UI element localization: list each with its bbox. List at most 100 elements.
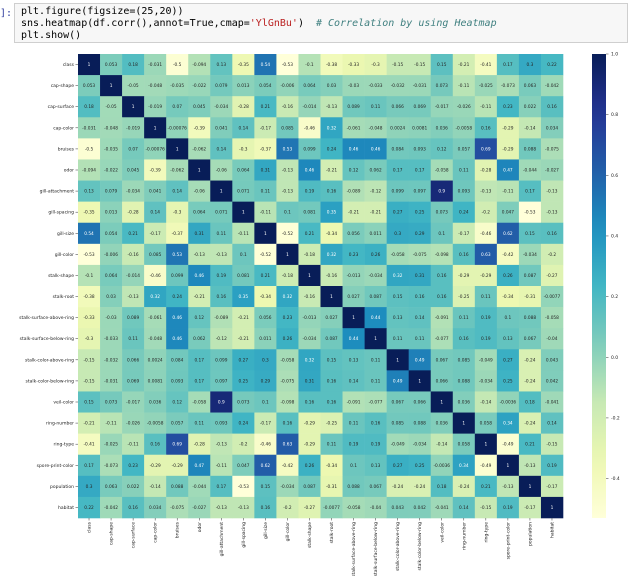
heatmap-cell bbox=[518, 75, 542, 97]
cell-annotation: -0.042 bbox=[545, 83, 559, 89]
cell-annotation: 0.16 bbox=[327, 378, 337, 384]
cell-annotation: -0.048 bbox=[369, 125, 383, 131]
cell-annotation: -0.21 bbox=[326, 168, 337, 174]
heatmap-cell bbox=[540, 412, 564, 434]
heatmap-cell bbox=[276, 138, 299, 160]
cell-annotation: -0.073 bbox=[104, 463, 118, 469]
cell-annotation: 0.036 bbox=[149, 400, 162, 406]
cell-annotation: -0.075 bbox=[170, 505, 184, 511]
heatmap-cell bbox=[122, 349, 145, 371]
cell-annotation: 0.16 bbox=[481, 125, 491, 131]
cell-annotation: 0.097 bbox=[215, 378, 228, 384]
cell-annotation: 0.03 bbox=[327, 83, 337, 89]
heatmap-cell bbox=[342, 243, 365, 266]
x-tick-label: class bbox=[87, 521, 93, 533]
cell-annotation: -0.27 bbox=[304, 505, 315, 511]
cell-annotation: 0.058 bbox=[480, 421, 493, 427]
cell-annotation: 0.49 bbox=[415, 357, 425, 363]
heatmap-cell bbox=[452, 433, 476, 456]
heatmap-cell bbox=[254, 75, 277, 97]
cell-annotation: 1 bbox=[440, 400, 443, 406]
cell-annotation: 0.034 bbox=[546, 125, 559, 131]
cell-annotation: 0.27 bbox=[503, 357, 513, 363]
heatmap-cell bbox=[144, 496, 167, 519]
heatmap-cell bbox=[452, 454, 476, 477]
y-tick-label: ring-type bbox=[54, 442, 75, 448]
heatmap-cell bbox=[144, 201, 167, 224]
heatmap-cell bbox=[232, 138, 255, 160]
cell-annotation: 0.46 bbox=[172, 315, 182, 321]
cell-annotation: -0.014 bbox=[126, 273, 140, 279]
heatmap-cell bbox=[408, 222, 432, 245]
cell-annotation: -0.13 bbox=[194, 252, 205, 258]
cell-annotation: -0.38 bbox=[326, 62, 337, 68]
heatmap-cell bbox=[298, 328, 321, 350]
heatmap-cell bbox=[518, 222, 542, 245]
x-tick-label: stalk-surface-above-ring bbox=[351, 522, 357, 576]
cell-annotation: 1 bbox=[418, 378, 421, 384]
cell-annotation: -0.061 bbox=[347, 125, 361, 131]
heatmap-cell bbox=[386, 243, 409, 266]
cell-annotation: -0.17 bbox=[524, 505, 535, 511]
heatmap-cell bbox=[496, 75, 520, 97]
cell-annotation: -0.2 bbox=[548, 252, 557, 258]
cell-annotation: -0.032 bbox=[104, 357, 118, 363]
cell-annotation: 0.11 bbox=[371, 104, 381, 110]
cell-annotation: 0.053 bbox=[83, 83, 96, 89]
cell-annotation: 0.084 bbox=[171, 357, 184, 363]
heatmap-cell bbox=[540, 75, 564, 97]
heatmap-cell bbox=[364, 264, 387, 287]
cell-annotation: -0.13 bbox=[282, 168, 293, 174]
x-tick-label: veil-color bbox=[439, 522, 445, 543]
cell-annotation: 0.19 bbox=[217, 273, 227, 279]
cell-annotation: 0.11 bbox=[415, 336, 425, 342]
cell-annotation: -0.24 bbox=[458, 484, 469, 490]
cell-annotation: 0.0024 bbox=[148, 357, 163, 363]
x-tick-label: cap-color bbox=[153, 522, 159, 543]
cell-annotation: -0.37 bbox=[172, 231, 183, 237]
heatmap-cell bbox=[386, 475, 409, 498]
heatmap-cell bbox=[496, 433, 520, 456]
cell-annotation: -0.49 bbox=[480, 463, 491, 469]
heatmap-cell bbox=[78, 496, 101, 519]
cell-annotation: -0.048 bbox=[104, 125, 118, 131]
cell-annotation: 0.16 bbox=[128, 505, 138, 511]
cell-annotation: -0.058 bbox=[391, 252, 405, 258]
heatmap-cell bbox=[166, 264, 189, 287]
cell-annotation: -0.3 bbox=[85, 336, 94, 342]
heatmap-cell bbox=[474, 159, 498, 181]
heatmap-cell bbox=[78, 349, 101, 371]
cell-annotation: 0.19 bbox=[481, 336, 491, 342]
code-cell[interactable]: plt.figure(figsize=(25,20)) sns.heatmap(d… bbox=[14, 3, 628, 43]
heatmap-cell bbox=[496, 201, 520, 224]
heatmap-cell bbox=[78, 96, 101, 118]
heatmap-cell bbox=[122, 222, 145, 245]
x-tick-label: gill-attachment bbox=[219, 522, 225, 557]
cell-annotation: -0.04 bbox=[370, 505, 381, 511]
cell-annotation: -0.11 bbox=[480, 104, 491, 110]
cell-annotation: 0.027 bbox=[347, 294, 360, 300]
heatmap-cell bbox=[144, 454, 167, 477]
x-tick-label: stalk-shape bbox=[307, 522, 313, 548]
cell-annotation: 0.25 bbox=[415, 210, 425, 216]
y-tick-label: cap-surface bbox=[48, 104, 75, 110]
cell-annotation: 0.11 bbox=[371, 378, 381, 384]
heatmap-cell bbox=[408, 96, 432, 118]
cell-annotation: -0.35 bbox=[83, 210, 94, 216]
cell-annotation: -0.033 bbox=[104, 336, 118, 342]
heatmap-cell bbox=[232, 180, 255, 202]
cell-annotation: 0.15 bbox=[437, 62, 447, 68]
heatmap-cell bbox=[298, 264, 321, 287]
x-tick-label: population bbox=[527, 522, 533, 546]
heatmap-cell bbox=[254, 96, 277, 118]
heatmap-cell bbox=[210, 201, 233, 224]
cell-annotation: 0.087 bbox=[303, 484, 316, 490]
cell-annotation: -0.014 bbox=[303, 104, 317, 110]
heatmap-cell bbox=[408, 307, 432, 329]
cell-annotation: -0.38 bbox=[83, 294, 94, 300]
heatmap-cell bbox=[430, 475, 454, 498]
cell-annotation: 0.079 bbox=[215, 83, 228, 89]
cell-annotation: 0.0024 bbox=[390, 125, 405, 131]
cell-annotation: 0.16 bbox=[150, 442, 160, 448]
cell-annotation: 0.11 bbox=[194, 421, 204, 427]
